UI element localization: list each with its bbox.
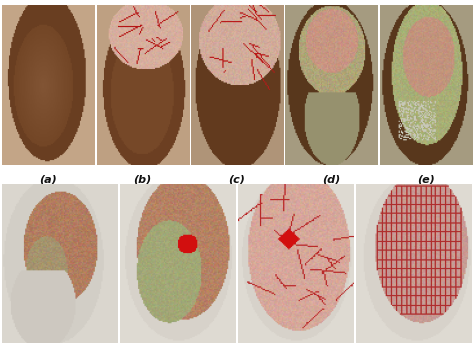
Text: (c): (c) — [228, 174, 246, 184]
Text: (a): (a) — [39, 174, 57, 184]
Text: (b): (b) — [134, 174, 152, 184]
Text: (d): (d) — [322, 174, 340, 184]
Text: (e): (e) — [417, 174, 435, 184]
